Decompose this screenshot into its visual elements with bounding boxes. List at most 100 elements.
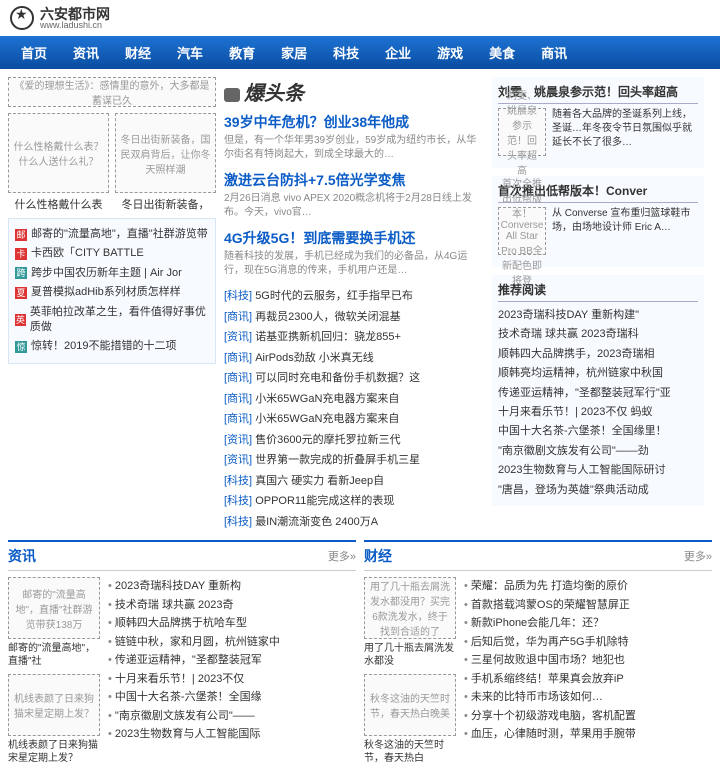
more-link[interactable]: 更多» [684, 548, 712, 564]
list-item[interactable]: [科技] 真国六 硬实力 看新Jeep自 [224, 471, 484, 492]
list-item[interactable]: [商讯] AirPods劲敌 小米真无线 [224, 348, 484, 369]
nav-biz[interactable]: 商讯 [528, 36, 580, 69]
featured-pair: 什么性格戴什么表？什么人送什么礼？ 什么性格戴什么表 冬日出街新装备，国民双肩背… [8, 113, 216, 212]
pair-item[interactable]: 冬日出街新装备，国民双肩背后，让你冬天照样潮 冬日出街新装备， [115, 113, 216, 212]
panel-body: 邮寄的"流量高地"，直播"社群游览带获138万 邮寄的"流量高地"，直播"社 机… [8, 571, 356, 765]
nav-finance[interactable]: 财经 [112, 36, 164, 69]
thumb-caption: 用了几十瓶去屑洗发水都没 [364, 642, 456, 668]
tag-icon: 夏 [15, 287, 27, 299]
list-item[interactable]: [资讯] 售价3600元的摩托罗拉新三代 [224, 430, 484, 451]
list-item[interactable]: 血压，心律随时测，苹果用手腕带 [464, 725, 712, 744]
more-link[interactable]: 更多» [328, 548, 356, 564]
list-item[interactable]: 中国十大名茶-六堡茶！全国缘里！ [498, 422, 698, 441]
list-item[interactable]: 传递亚运精神，"圣都整装冠军 [108, 651, 356, 670]
left-link[interactable]: 英英菲帕拉改革之生，看件值得好事优质做 [15, 303, 209, 338]
list-item[interactable]: [商讯] 再裁员2300人，微软关闭混基 [224, 307, 484, 328]
item-text: 5G时代的云服务，红手指早已布 [255, 290, 413, 302]
nav-game[interactable]: 游戏 [424, 36, 476, 69]
list-item[interactable]: [商讯] 小米65WGaN充电器方案来自 [224, 389, 484, 410]
panel-list: 荣耀：品质为先 打造均衡的原价 首款搭载鸿蒙OS的荣耀智慧屏正 新款iPhone… [464, 577, 712, 765]
panel-thumb[interactable]: 秋冬这油的天竺时节，春天热白晚美 [364, 674, 456, 736]
headline-title[interactable]: 激进云台防抖+7.5倍光学变焦 [224, 172, 406, 188]
mid-list: [科技] 5G时代的云服务，红手指早已布 [商讯] 再裁员2300人，微软关闭混… [224, 286, 484, 532]
list-item[interactable]: [科技] 最IN潮流渐变色 2400万A [224, 512, 484, 533]
nav-auto[interactable]: 汽车 [164, 36, 216, 69]
pair-image: 冬日出街新装备，国民双肩背后，让你冬天照样潮 [115, 113, 216, 193]
right-thumb[interactable]: 首次全推出低帮版本！Converse All Star Pro BB全新配色即将… [498, 207, 546, 255]
list-item[interactable]: [资讯] 世界第一款完成的折叠屏手机三星 [224, 450, 484, 471]
nav-food[interactable]: 美食 [476, 36, 528, 69]
link-text: 英菲帕拉改革之生，看件值得好事优质做 [30, 305, 209, 336]
tag-icon: 邮 [15, 229, 27, 241]
nav-edu[interactable]: 教育 [216, 36, 268, 69]
list-item[interactable]: 顺韩四大品牌携于杭哈车型 [108, 614, 356, 633]
site-title: 六安都市网 [40, 7, 110, 21]
left-link[interactable]: 跨跨步中国农历新年主题 | Air Jor [15, 264, 209, 283]
tag-icon: 惊 [15, 341, 27, 353]
left-link[interactable]: 卡卡西欧「CITY BATTLE [15, 244, 209, 263]
list-item[interactable]: [科技] OPPOR11能完成这样的表现 [224, 491, 484, 512]
category-tag: [商讯] [224, 393, 252, 405]
nav-tech[interactable]: 科技 [320, 36, 372, 69]
panel-thumb[interactable]: 邮寄的"流量高地"，直播"社群游览带获138万 [8, 577, 100, 639]
pair-image: 什么性格戴什么表？什么人送什么礼？ [8, 113, 109, 193]
list-item[interactable]: 2023生物数育与人工智能国际研讨 [498, 461, 698, 480]
pair-item[interactable]: 什么性格戴什么表？什么人送什么礼？ 什么性格戴什么表 [8, 113, 109, 212]
list-item[interactable]: 后知后觉，华为再产5G手机除特 [464, 633, 712, 652]
list-item[interactable]: 2023奇瑞科技DAY 重新构 [108, 577, 356, 596]
list-item[interactable]: [商讯] 可以同时充电和备份手机数据？这 [224, 368, 484, 389]
list-item[interactable]: 传递亚运精神，"圣都整装冠军行"亚 [498, 384, 698, 403]
list-item[interactable]: 2023奇瑞科技DAY 重新构建" [498, 306, 698, 325]
category-tag: [商讯] [224, 372, 252, 384]
featured-banner[interactable]: 《爱的理想生活》：感情里的意外，大多都是蓄谋已久 [8, 77, 216, 107]
nav-home[interactable]: 首页 [8, 36, 60, 69]
headline-item: 39岁中年危机？创业38年他成 但是，有一个华年男39岁创业，59岁成为纽约市长… [224, 112, 484, 162]
list-item[interactable]: 技术奇瑞 球共赢 2023奇瑞科 [498, 325, 698, 344]
panel-thumb[interactable]: 机线表颜了日来狗猫宋星定期上发？ [8, 674, 100, 736]
bubble-icon [224, 88, 240, 102]
list-item[interactable]: 2023生物数育与人工智能国际 [108, 725, 356, 744]
right-column: 刘雯、姚晨泉参示范！回头率超高 刘雯、姚晨泉参示范！回头率超高 随着各大品牌的圣… [492, 77, 704, 532]
list-item[interactable]: 十月来看乐节！| 2023不仅 蚂蚁 [498, 403, 698, 422]
headline-desc: 但是，有一个华年男39岁创业，59岁成为纽约市长，从华尔街名有特岗起大，到成全球… [224, 134, 484, 162]
headline-title[interactable]: 4G升级5G！到底需要换手机还 [224, 230, 415, 246]
list-item[interactable]: 首款搭载鸿蒙OS的荣耀智慧屏正 [464, 596, 712, 615]
panel-thumb[interactable]: 用了几十瓶去屑洗发水都没用？买完6款洗发水，终于找到合适的了 [364, 577, 456, 639]
list-item[interactable]: 手机系缩终结！苹果真会放弃iP [464, 670, 712, 689]
list-item[interactable]: [商讯] 小米65WGaN充电器方案来自 [224, 409, 484, 430]
category-tag: [科技] [224, 475, 252, 487]
list-item[interactable]: 三星何故败退中国市场？地犯也 [464, 651, 712, 670]
panel-finance: 财经 更多» 用了几十瓶去屑洗发水都没用？买完6款洗发水，终于找到合适的了 用了… [364, 540, 712, 765]
list-item[interactable]: 十月来看乐节！| 2023不仅 [108, 670, 356, 689]
left-link[interactable]: 惊惊转！2019不能措错的十二项 [15, 337, 209, 356]
panel-thumbs: 用了几十瓶去屑洗发水都没用？买完6款洗发水，终于找到合适的了 用了几十瓶去屑洗发… [364, 577, 456, 765]
nav-corp[interactable]: 企业 [372, 36, 424, 69]
list-item[interactable]: 顺韩亮均运精神，杭州链家中秋国 [498, 364, 698, 383]
right-thumb[interactable]: 刘雯、姚晨泉参示范！回头率超高 [498, 108, 546, 156]
headline-label-text: 爆头条 [244, 83, 304, 105]
right-promo-1: 刘雯、姚晨泉参示范！回头率超高 刘雯、姚晨泉参示范！回头率超高 随着各大品牌的圣… [492, 77, 704, 168]
nav-home2[interactable]: 家居 [268, 36, 320, 69]
list-item[interactable]: 链链中秋，家和月圆，杭州链家中 [108, 633, 356, 652]
list-item[interactable]: "南京徽剧文族发有公司"——劲 [498, 442, 698, 461]
list-item[interactable]: [科技] 5G时代的云服务，红手指早已布 [224, 286, 484, 307]
panel-body: 用了几十瓶去屑洗发水都没用？买完6款洗发水，终于找到合适的了 用了几十瓶去屑洗发… [364, 571, 712, 765]
list-item[interactable]: 未来的比特币市场该如何… [464, 688, 712, 707]
logo-star-icon [10, 6, 34, 30]
left-link[interactable]: 邮邮寄的"流量高地"，直播"社群游览带 [15, 225, 209, 244]
list-item[interactable]: 新款iPhone会能几年：还？ [464, 614, 712, 633]
left-links-box: 邮邮寄的"流量高地"，直播"社群游览带 卡卡西欧「CITY BATTLE 跨跨步… [8, 218, 216, 364]
list-item[interactable]: 顺韩四大品牌携手，2023奇瑞相 [498, 345, 698, 364]
headline-title[interactable]: 39岁中年危机？创业38年他成 [224, 114, 409, 130]
list-item[interactable]: "南京徽剧文族发有公司"—— [108, 707, 356, 726]
logo-text: 六安都市网 www.ladushi.cn [40, 7, 110, 30]
list-item[interactable]: 技术奇瑞 球共赢 2023奇 [108, 596, 356, 615]
list-item[interactable]: [资讯] 诺基亚携新机回归：骁龙855+ [224, 327, 484, 348]
list-item[interactable]: 荣耀：品质为先 打造均衡的原价 [464, 577, 712, 596]
left-link[interactable]: 夏夏普模拟adHib系列材质怎样样 [15, 283, 209, 302]
site-logo[interactable]: 六安都市网 www.ladushi.cn [10, 6, 110, 30]
list-item[interactable]: 分享十个初级游戏电脑，客机配置 [464, 707, 712, 726]
list-item[interactable]: 中国十大名茶-六堡茶！全国缘 [108, 688, 356, 707]
list-item[interactable]: "唐昌，登场为英雄"祭典活动成 [498, 481, 698, 500]
nav-news[interactable]: 资讯 [60, 36, 112, 69]
